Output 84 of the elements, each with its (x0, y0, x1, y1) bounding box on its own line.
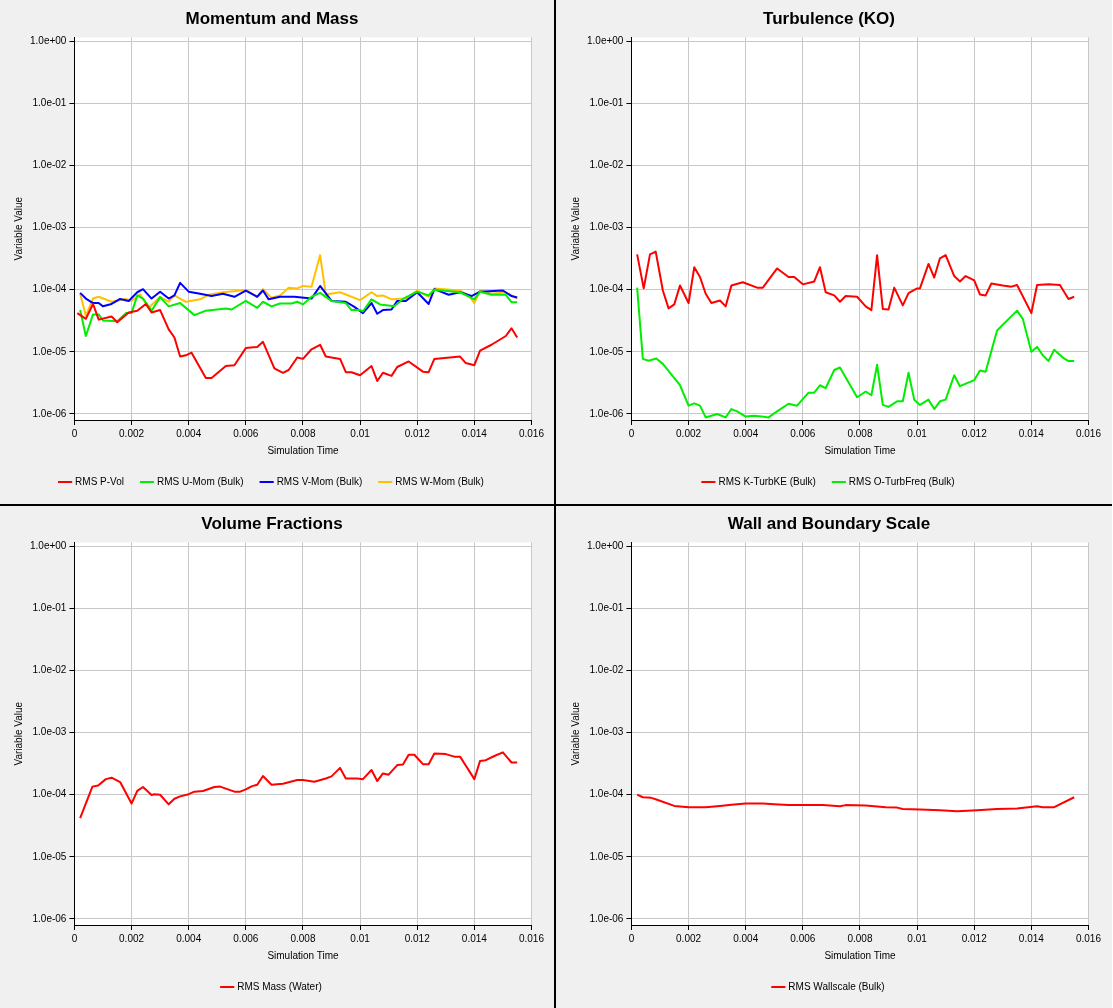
legend-label: RMS K-TurbKE (Bulk) (718, 475, 816, 487)
y-tick-label: 1.0e-05 (589, 850, 624, 862)
y-tick-label: 1.0e-05 (32, 345, 67, 357)
y-tick-label: 1.0e+00 (586, 34, 624, 46)
x-axis-title: Simulation Time (824, 949, 896, 961)
x-tick-label: 0.016 (1075, 427, 1102, 439)
y-tick-label: 1.0e-03 (32, 726, 67, 738)
y-axis-title: Variable Value (12, 196, 24, 261)
chart-title: Wall and Boundary Scale (727, 513, 931, 533)
x-tick-label: 0.002 (676, 427, 702, 439)
x-tick-label: 0.014 (461, 932, 488, 944)
y-tick-label: 1.0e-04 (32, 788, 67, 800)
x-tick-label: 0.016 (518, 932, 545, 944)
x-tick-label: 0.006 (233, 427, 259, 439)
y-tick-label: 1.0e-04 (589, 283, 624, 295)
y-tick-label: 1.0e-05 (32, 850, 67, 862)
x-tick-label: 0.012 (404, 427, 431, 439)
legend-label: RMS U-Mom (Bulk) (156, 475, 244, 487)
y-tick-label: 1.0e-02 (589, 159, 624, 171)
x-tick-label: 0.014 (1018, 932, 1045, 944)
y-tick-label: 1.0e-02 (32, 159, 67, 171)
legend-label: RMS Mass (Water) (237, 980, 322, 992)
chart-title: Momentum and Mass (185, 8, 359, 28)
x-tick-label: 0 (628, 427, 635, 439)
x-axis-title: Simulation Time (824, 444, 896, 456)
y-tick-label: 1.0e-02 (32, 664, 67, 676)
y-tick-label: 1.0e-01 (32, 97, 67, 109)
x-tick-label: 0 (71, 932, 78, 944)
x-tick-label: 0.004 (176, 932, 202, 944)
y-tick-label: 1.0e-06 (589, 407, 624, 419)
y-axis-title: Variable Value (12, 701, 24, 766)
y-tick-label: 1.0e-04 (589, 788, 624, 800)
x-tick-label: 0.002 (676, 932, 702, 944)
chart-title: Turbulence (KO) (763, 8, 895, 28)
x-tick-label: 0.002 (119, 427, 145, 439)
x-axis-title: Simulation Time (267, 444, 339, 456)
y-axis-title: Variable Value (569, 196, 581, 261)
x-tick-label: 0.016 (1075, 932, 1102, 944)
x-tick-label: 0.01 (907, 427, 928, 439)
x-tick-label: 0 (628, 932, 635, 944)
y-tick-label: 1.0e+00 (29, 34, 67, 46)
legend-label: RMS P-Vol (75, 475, 124, 487)
y-tick-label: 1.0e-01 (589, 602, 624, 614)
y-tick-label: 1.0e+00 (29, 539, 67, 551)
y-tick-label: 1.0e-02 (589, 664, 624, 676)
x-tick-label: 0.004 (176, 427, 202, 439)
y-tick-label: 1.0e-06 (589, 912, 624, 924)
x-tick-label: 0.014 (461, 427, 488, 439)
y-tick-label: 1.0e-03 (589, 221, 624, 233)
y-tick-label: 1.0e-04 (32, 283, 67, 295)
legend-label: RMS Wallscale (Bulk) (788, 980, 885, 992)
x-axis-title: Simulation Time (267, 949, 339, 961)
legend-label: RMS W-Mom (Bulk) (395, 475, 484, 487)
legend-label: RMS V-Mom (Bulk) (276, 475, 363, 487)
x-tick-label: 0.006 (790, 427, 816, 439)
x-tick-label: 0.01 (350, 932, 371, 944)
x-tick-label: 0 (71, 427, 78, 439)
y-tick-label: 1.0e-03 (589, 726, 624, 738)
x-tick-label: 0.008 (847, 427, 873, 439)
x-tick-label: 0.012 (961, 427, 988, 439)
x-tick-label: 0.004 (733, 427, 759, 439)
y-tick-label: 1.0e-06 (32, 407, 67, 419)
x-tick-label: 0.008 (290, 932, 316, 944)
y-tick-label: 1.0e-05 (589, 345, 624, 357)
y-axis-title: Variable Value (569, 701, 581, 766)
x-tick-label: 0.01 (907, 932, 928, 944)
x-tick-label: 0.012 (961, 932, 988, 944)
x-tick-label: 0.006 (233, 932, 259, 944)
y-tick-label: 1.0e-06 (32, 912, 67, 924)
chart-title: Volume Fractions (201, 513, 343, 533)
y-tick-label: 1.0e-01 (32, 602, 67, 614)
x-tick-label: 0.004 (733, 932, 759, 944)
x-tick-label: 0.008 (290, 427, 316, 439)
x-tick-label: 0.006 (790, 932, 816, 944)
x-tick-label: 0.016 (518, 427, 545, 439)
legend-label: RMS O-TurbFreq (Bulk) (848, 475, 955, 487)
x-tick-label: 0.002 (119, 932, 145, 944)
y-tick-label: 1.0e+00 (586, 539, 624, 551)
x-tick-label: 0.01 (350, 427, 371, 439)
y-tick-label: 1.0e-03 (32, 221, 67, 233)
x-tick-label: 0.012 (404, 932, 431, 944)
x-tick-label: 0.014 (1018, 427, 1045, 439)
x-tick-label: 0.008 (847, 932, 873, 944)
y-tick-label: 1.0e-01 (589, 97, 624, 109)
